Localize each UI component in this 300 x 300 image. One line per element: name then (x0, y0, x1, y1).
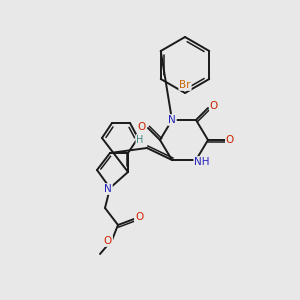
Text: NH: NH (194, 157, 210, 167)
Text: O: O (210, 101, 218, 111)
Text: H: H (136, 135, 144, 145)
Text: O: O (138, 122, 146, 132)
Text: O: O (226, 135, 234, 145)
Text: Br: Br (179, 80, 191, 90)
Text: O: O (104, 236, 112, 246)
Text: N: N (168, 115, 176, 125)
Text: O: O (135, 212, 143, 222)
Text: N: N (104, 184, 112, 194)
